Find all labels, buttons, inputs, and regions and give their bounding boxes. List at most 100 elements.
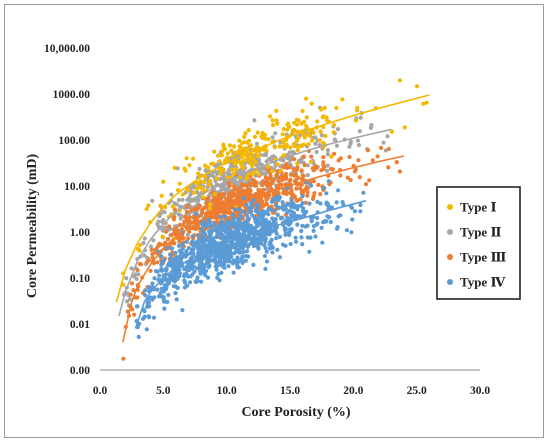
y-tick-label: 0.00 xyxy=(70,365,90,377)
data-point xyxy=(293,172,298,177)
data-point xyxy=(225,155,230,160)
data-point xyxy=(242,237,247,242)
data-point xyxy=(386,165,391,170)
data-point xyxy=(298,197,303,202)
data-point xyxy=(304,115,309,120)
data-point xyxy=(177,181,182,186)
data-point xyxy=(230,241,235,246)
data-point xyxy=(237,207,242,212)
data-point xyxy=(220,219,225,224)
data-point xyxy=(225,229,230,234)
data-point xyxy=(234,150,239,156)
data-point xyxy=(191,219,196,225)
data-point xyxy=(222,146,227,152)
data-point xyxy=(214,267,219,272)
data-point xyxy=(239,160,244,165)
data-point xyxy=(252,216,257,221)
data-point xyxy=(186,246,191,251)
legend-label: Type Ⅳ xyxy=(460,275,505,290)
data-point xyxy=(227,195,232,200)
data-point xyxy=(260,130,265,136)
data-point xyxy=(234,228,239,233)
data-point xyxy=(272,145,278,150)
data-point xyxy=(178,213,183,218)
data-point xyxy=(170,204,175,209)
y-axis-title: Core Permeability (mD) xyxy=(25,153,40,298)
data-point xyxy=(184,225,189,230)
data-point xyxy=(301,142,306,147)
data-point xyxy=(203,175,208,180)
data-point xyxy=(256,205,261,210)
data-point xyxy=(180,242,185,247)
data-point xyxy=(338,213,343,218)
data-point xyxy=(233,180,238,185)
data-point xyxy=(198,258,203,263)
data-point xyxy=(288,191,293,196)
data-point xyxy=(174,297,179,302)
data-point xyxy=(250,155,255,160)
data-point xyxy=(314,222,319,227)
data-point xyxy=(226,264,231,269)
data-point xyxy=(311,179,316,184)
data-point xyxy=(288,201,293,207)
data-point xyxy=(187,218,192,223)
data-point xyxy=(270,250,275,255)
data-point xyxy=(309,101,314,106)
data-point xyxy=(348,139,353,144)
legend: Type Ⅰ Type Ⅱ Type Ⅲ Type Ⅳ xyxy=(436,186,521,300)
data-point xyxy=(274,173,279,178)
data-point xyxy=(394,160,399,165)
data-point xyxy=(217,197,222,202)
data-point xyxy=(172,165,177,170)
data-point xyxy=(245,244,250,249)
data-point xyxy=(338,173,343,178)
data-point xyxy=(195,185,200,190)
data-point xyxy=(267,192,272,198)
data-point xyxy=(162,225,167,230)
data-point xyxy=(280,132,285,137)
data-point xyxy=(243,258,248,263)
data-point xyxy=(137,261,142,267)
data-point xyxy=(235,257,240,262)
data-point xyxy=(167,224,172,229)
data-point xyxy=(258,214,263,219)
data-point xyxy=(214,176,219,181)
data-point xyxy=(229,148,234,153)
data-point xyxy=(200,210,205,215)
data-point xyxy=(283,176,289,181)
data-point xyxy=(251,181,257,186)
data-point xyxy=(269,237,274,242)
data-point xyxy=(129,281,135,286)
data-point xyxy=(263,246,268,251)
data-point xyxy=(258,196,264,201)
data-point xyxy=(273,131,278,136)
data-point xyxy=(160,234,165,239)
data-point xyxy=(175,276,180,281)
data-point xyxy=(216,249,221,255)
data-point xyxy=(245,183,250,189)
data-point xyxy=(283,231,288,236)
data-point xyxy=(221,260,226,265)
data-point xyxy=(231,270,236,275)
data-point xyxy=(325,118,330,123)
data-point xyxy=(159,254,164,259)
data-point xyxy=(180,308,185,313)
data-point xyxy=(269,158,274,163)
data-point xyxy=(173,250,178,255)
data-point xyxy=(324,200,329,205)
data-point xyxy=(310,196,316,201)
data-point xyxy=(199,186,204,191)
data-point xyxy=(181,222,186,227)
data-point xyxy=(321,141,326,146)
data-point xyxy=(240,164,245,169)
data-point xyxy=(237,186,243,191)
data-point xyxy=(200,207,205,212)
data-point xyxy=(283,243,288,248)
data-point xyxy=(320,115,325,120)
data-point xyxy=(263,175,268,180)
data-point xyxy=(198,179,203,184)
data-point xyxy=(325,148,330,153)
data-point xyxy=(306,142,311,147)
data-point xyxy=(298,214,303,219)
data-point xyxy=(137,243,143,248)
